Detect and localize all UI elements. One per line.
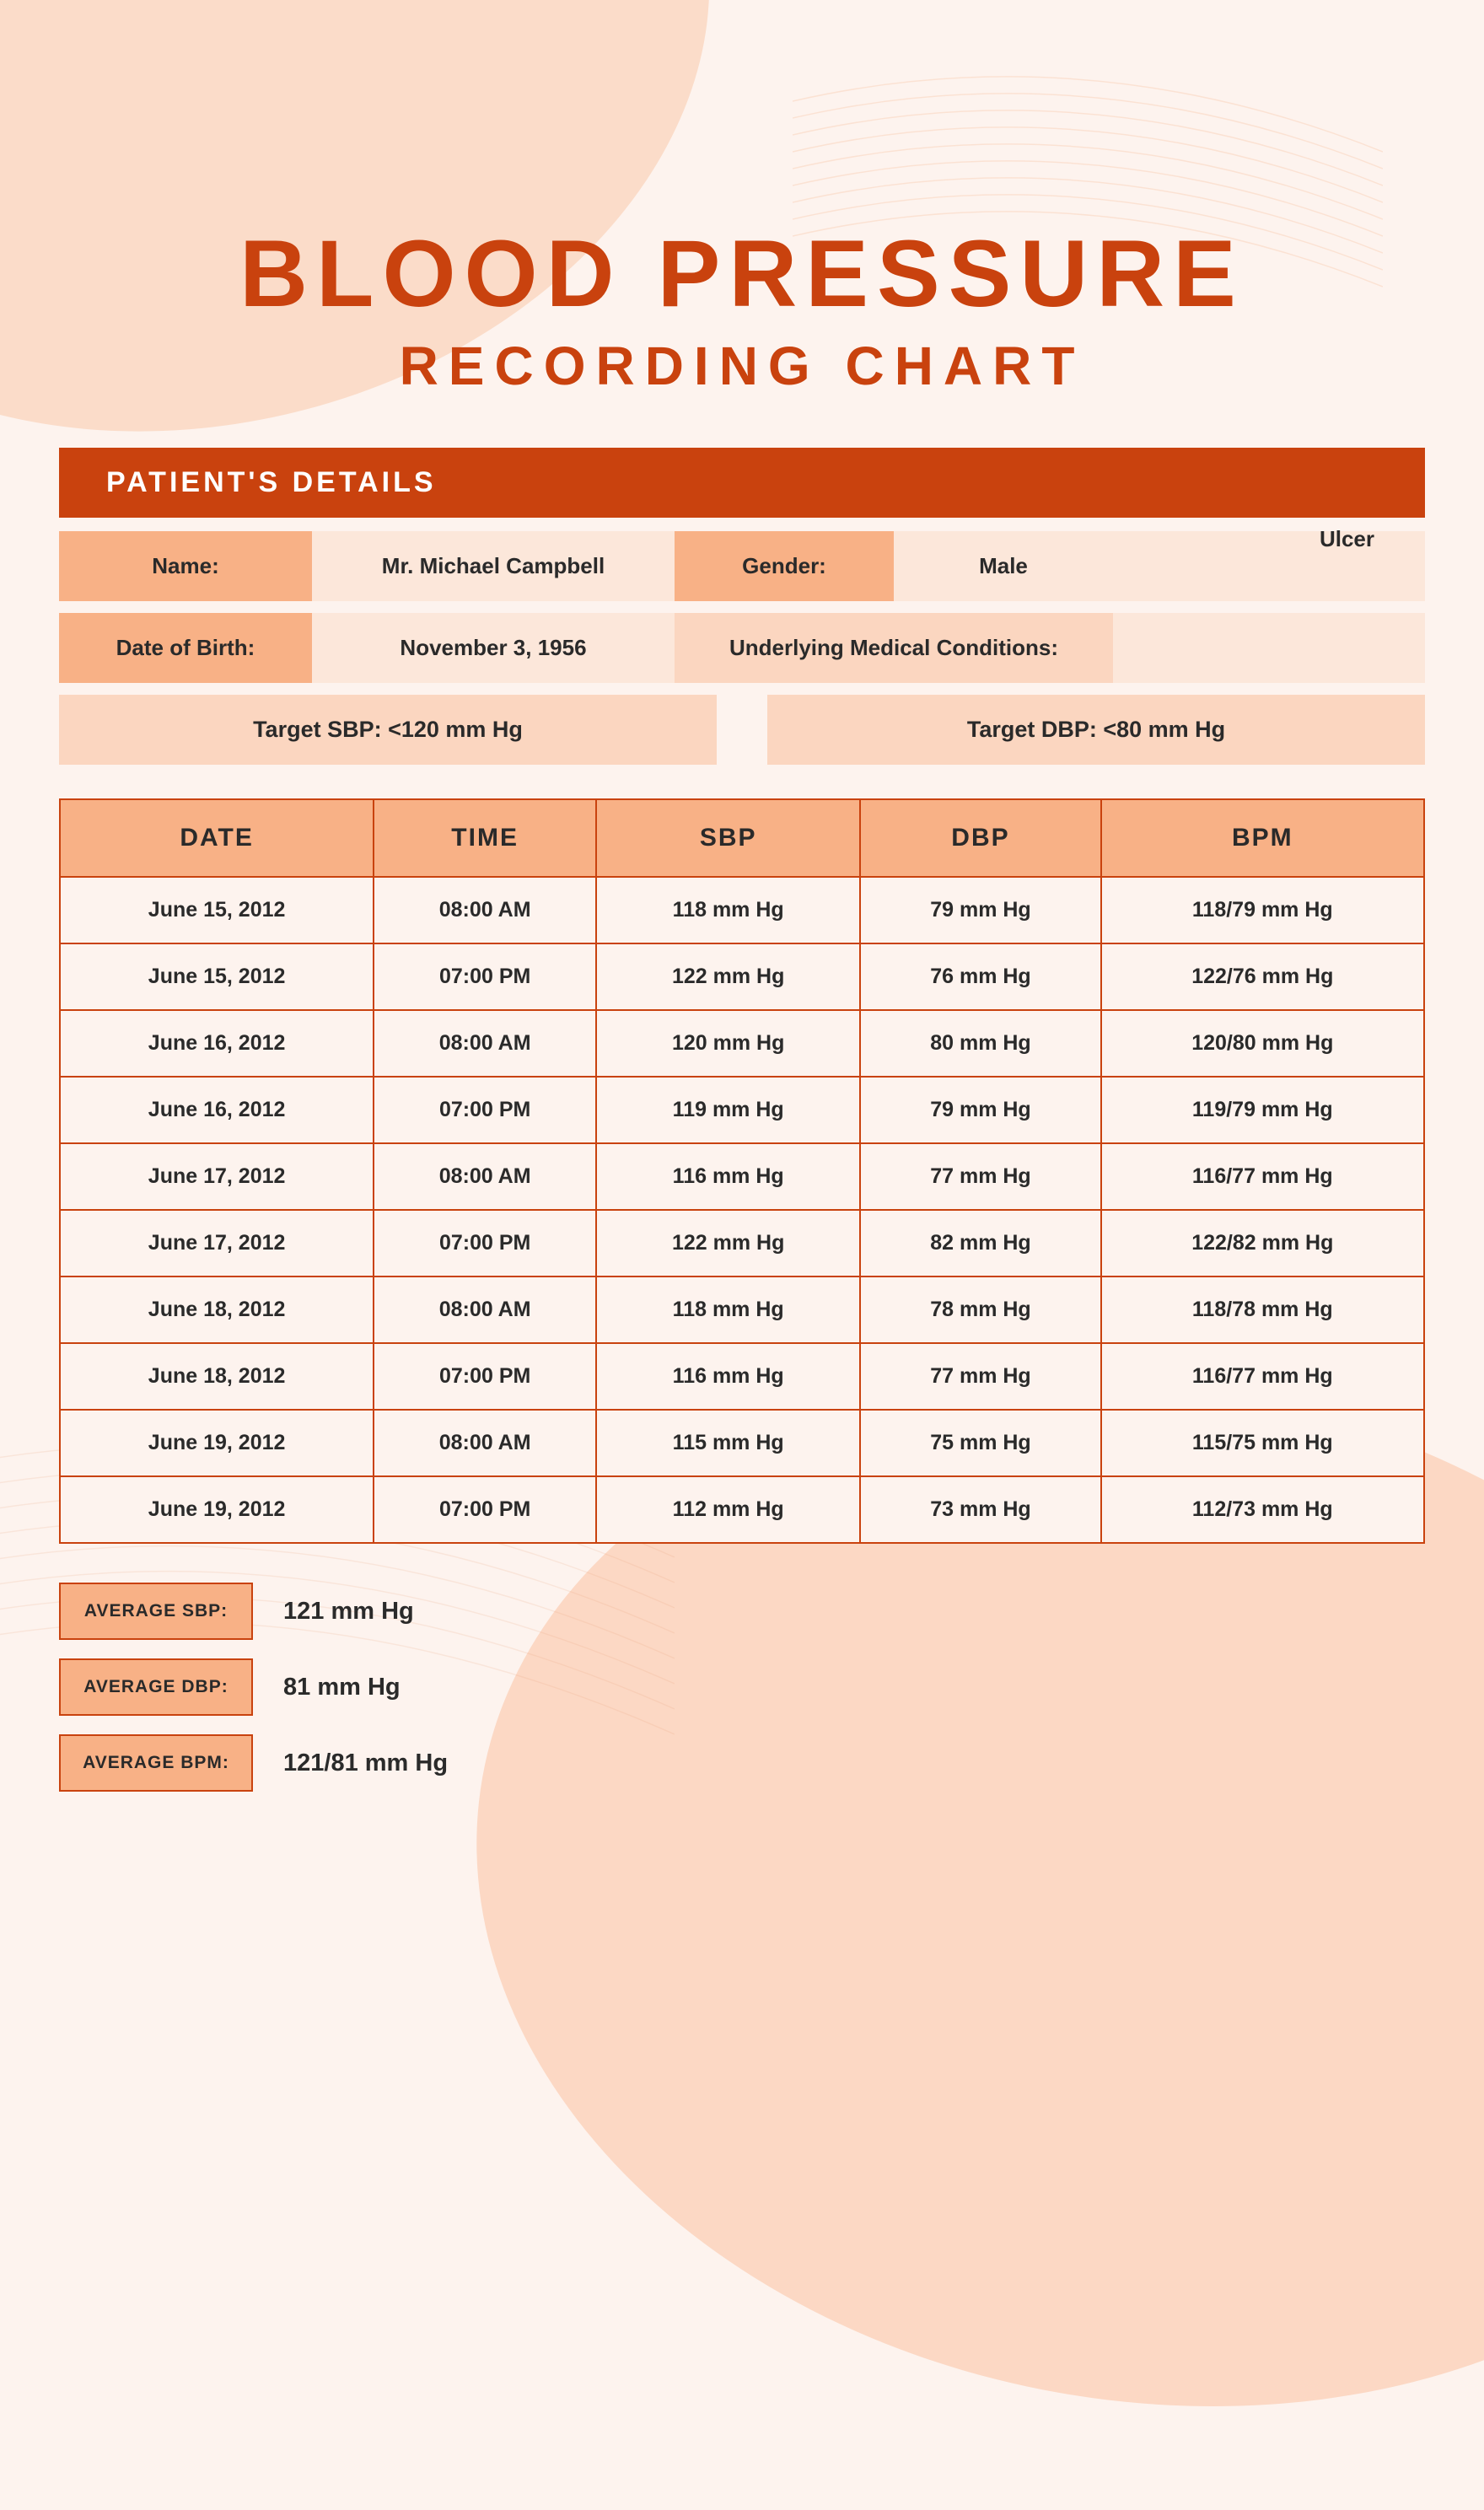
details-row-name-gender: Name: Mr. Michael Campbell Gender: Male … [59, 531, 1425, 601]
table-cell: 120 mm Hg [596, 1010, 860, 1077]
table-cell: 08:00 AM [374, 877, 596, 943]
table-cell: June 16, 2012 [60, 1077, 374, 1143]
table-row: June 15, 201208:00 AM118 mm Hg79 mm Hg11… [60, 877, 1424, 943]
table-row: June 18, 201208:00 AM118 mm Hg78 mm Hg11… [60, 1276, 1424, 1343]
value-dob: November 3, 1956 [312, 613, 675, 683]
table-cell: 122 mm Hg [596, 1210, 860, 1276]
table-cell: 75 mm Hg [860, 1410, 1100, 1476]
col-date: DATE [60, 799, 374, 877]
table-cell: 119/79 mm Hg [1101, 1077, 1424, 1143]
table-cell: 07:00 PM [374, 1476, 596, 1543]
label-umc: Underlying Medical Conditions: [675, 613, 1113, 683]
table-cell: 118 mm Hg [596, 877, 860, 943]
table-row: June 17, 201207:00 PM122 mm Hg82 mm Hg12… [60, 1210, 1424, 1276]
col-dbp: DBP [860, 799, 1100, 877]
table-cell: 77 mm Hg [860, 1343, 1100, 1410]
avg-value-bpm: 121/81 mm Hg [253, 1749, 448, 1777]
table-row: June 19, 201207:00 PM112 mm Hg73 mm Hg11… [60, 1476, 1424, 1543]
table-row: June 18, 201207:00 PM116 mm Hg77 mm Hg11… [60, 1343, 1424, 1410]
table-cell: June 15, 2012 [60, 943, 374, 1010]
table-cell: 122 mm Hg [596, 943, 860, 1010]
readings-table: DATETIMESBPDBPBPM June 15, 201208:00 AM1… [59, 798, 1425, 1544]
value-name: Mr. Michael Campbell [312, 531, 675, 601]
table-cell: June 18, 2012 [60, 1276, 374, 1343]
table-cell: 07:00 PM [374, 1210, 596, 1276]
value-gender: Male [894, 531, 1113, 601]
avg-label-bpm: AVERAGE BPM: [59, 1734, 253, 1792]
table-cell: 116/77 mm Hg [1101, 1143, 1424, 1210]
value-umc-text: Ulcer [1320, 526, 1374, 552]
avg-label-dbp: AVERAGE DBP: [59, 1658, 253, 1716]
table-body: June 15, 201208:00 AM118 mm Hg79 mm Hg11… [60, 877, 1424, 1543]
table-cell: 116 mm Hg [596, 1343, 860, 1410]
table-cell: 08:00 AM [374, 1143, 596, 1210]
table-header-row: DATETIMESBPDBPBPM [60, 799, 1424, 877]
table-cell: 78 mm Hg [860, 1276, 1100, 1343]
label-dob: Date of Birth: [59, 613, 312, 683]
col-time: TIME [374, 799, 596, 877]
table-cell: June 17, 2012 [60, 1143, 374, 1210]
avg-label-sbp: AVERAGE SBP: [59, 1583, 253, 1640]
table-cell: 112/73 mm Hg [1101, 1476, 1424, 1543]
table-cell: 118 mm Hg [596, 1276, 860, 1343]
col-bpm: BPM [1101, 799, 1424, 877]
table-row: June 16, 201207:00 PM119 mm Hg79 mm Hg11… [60, 1077, 1424, 1143]
table-cell: 77 mm Hg [860, 1143, 1100, 1210]
table-row: June 19, 201208:00 AM115 mm Hg75 mm Hg11… [60, 1410, 1424, 1476]
avg-row-bpm: AVERAGE BPM: 121/81 mm Hg [59, 1734, 1425, 1792]
table-cell: 08:00 AM [374, 1410, 596, 1476]
label-gender: Gender: [675, 531, 894, 601]
table-row: June 17, 201208:00 AM116 mm Hg77 mm Hg11… [60, 1143, 1424, 1210]
table-cell: 118/78 mm Hg [1101, 1276, 1424, 1343]
targets-row: Target SBP: <120 mm Hg Target DBP: <80 m… [59, 695, 1425, 765]
table-cell: 120/80 mm Hg [1101, 1010, 1424, 1077]
table-cell: June 19, 2012 [60, 1410, 374, 1476]
target-sbp: Target SBP: <120 mm Hg [59, 695, 717, 765]
table-cell: June 19, 2012 [60, 1476, 374, 1543]
target-dbp: Target DBP: <80 mm Hg [767, 695, 1425, 765]
table-cell: 122/82 mm Hg [1101, 1210, 1424, 1276]
table-row: June 16, 201208:00 AM120 mm Hg80 mm Hg12… [60, 1010, 1424, 1077]
table-cell: June 16, 2012 [60, 1010, 374, 1077]
section-header-patient-details: PATIENT'S DETAILS [59, 448, 1425, 518]
value-umc-spacer [1113, 613, 1425, 683]
value-umc-tail: Ulcer [1113, 531, 1425, 601]
table-cell: 73 mm Hg [860, 1476, 1100, 1543]
averages-block: AVERAGE SBP: 121 mm Hg AVERAGE DBP: 81 m… [59, 1583, 1425, 1792]
table-cell: 82 mm Hg [860, 1210, 1100, 1276]
table-cell: 122/76 mm Hg [1101, 943, 1424, 1010]
page-title-main: BLOOD PRESSURE [59, 219, 1425, 328]
table-cell: 118/79 mm Hg [1101, 877, 1424, 943]
table-cell: 08:00 AM [374, 1276, 596, 1343]
table-cell: 112 mm Hg [596, 1476, 860, 1543]
details-row-dob-umc: Date of Birth: November 3, 1956 Underlyi… [59, 613, 1425, 683]
table-cell: June 18, 2012 [60, 1343, 374, 1410]
col-sbp: SBP [596, 799, 860, 877]
table-cell: 115/75 mm Hg [1101, 1410, 1424, 1476]
table-row: June 15, 201207:00 PM122 mm Hg76 mm Hg12… [60, 943, 1424, 1010]
table-cell: 79 mm Hg [860, 877, 1100, 943]
avg-row-sbp: AVERAGE SBP: 121 mm Hg [59, 1583, 1425, 1640]
avg-row-dbp: AVERAGE DBP: 81 mm Hg [59, 1658, 1425, 1716]
table-cell: June 17, 2012 [60, 1210, 374, 1276]
table-cell: 07:00 PM [374, 943, 596, 1010]
table-cell: 116 mm Hg [596, 1143, 860, 1210]
table-cell: 08:00 AM [374, 1010, 596, 1077]
avg-value-dbp: 81 mm Hg [253, 1674, 401, 1701]
table-cell: 07:00 PM [374, 1077, 596, 1143]
avg-value-sbp: 121 mm Hg [253, 1598, 414, 1626]
table-cell: 79 mm Hg [860, 1077, 1100, 1143]
table-cell: 116/77 mm Hg [1101, 1343, 1424, 1410]
page-title-sub: RECORDING CHART [59, 335, 1425, 397]
table-cell: 07:00 PM [374, 1343, 596, 1410]
table-cell: June 15, 2012 [60, 877, 374, 943]
table-cell: 119 mm Hg [596, 1077, 860, 1143]
table-cell: 76 mm Hg [860, 943, 1100, 1010]
table-cell: 80 mm Hg [860, 1010, 1100, 1077]
table-cell: 115 mm Hg [596, 1410, 860, 1476]
label-name: Name: [59, 531, 312, 601]
